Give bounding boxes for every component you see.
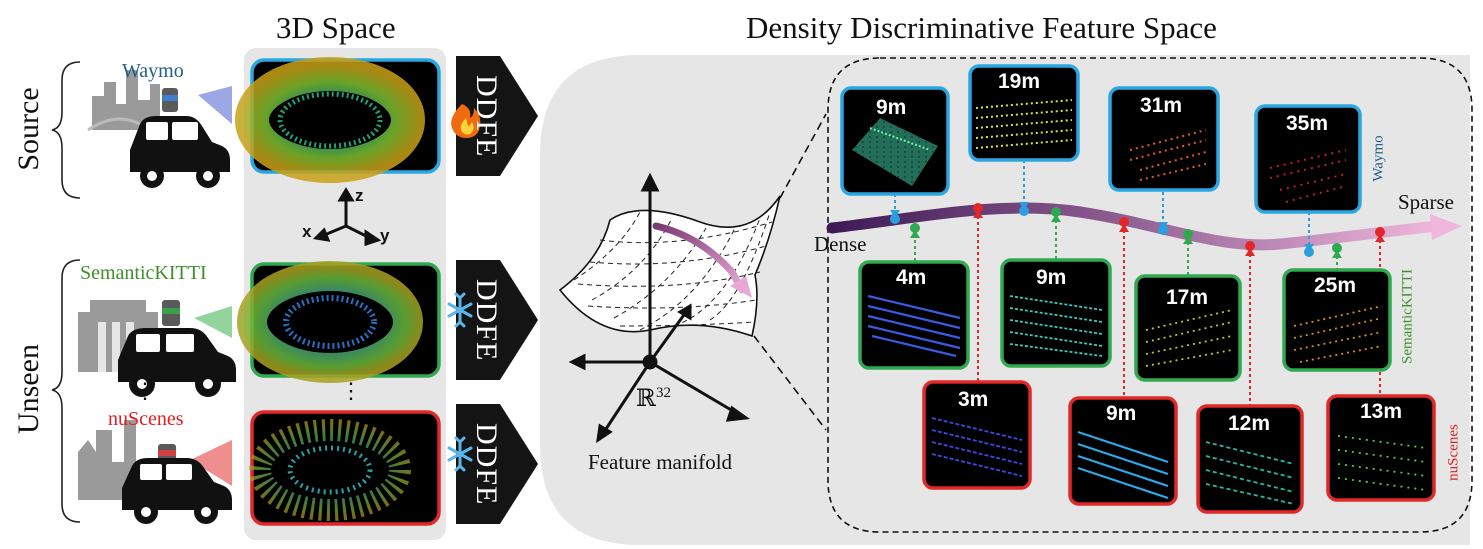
nuscenes-tile-label: 9m (1106, 402, 1137, 425)
nuscenes-tile-label: 13m (1360, 400, 1403, 423)
kitti-tile-label: 4m (896, 266, 927, 289)
semantickitti-side-label: SemanticKITTI (1399, 269, 1416, 364)
snowflake-icon (447, 292, 473, 328)
manifold-axes (568, 172, 751, 444)
waymo-connectors (894, 160, 1310, 248)
feature-manifold-caption: Feature manifold (588, 450, 733, 474)
nuscenes-tile-label: 12m (1228, 412, 1271, 435)
semantickitti-crop-tile (1134, 274, 1242, 382)
unseen-brace (51, 259, 81, 523)
ddfe-label-nuscenes: DDFE (470, 423, 503, 506)
nuscenes-crop-tile (1326, 394, 1436, 502)
ddfe-arrow-source (456, 56, 538, 176)
kitti-tile-label: 25m (1314, 274, 1357, 297)
waymo-tile-label: 31m (1140, 94, 1183, 117)
scan-ellipsis: ⋮ (340, 378, 362, 403)
nuscenes-crop-tile (922, 380, 1032, 490)
waymo-tile-label: 19m (998, 70, 1041, 93)
density-curve-arrowhead (1430, 214, 1462, 240)
semantickitti-car-icon (78, 300, 236, 397)
semantickitti-crop-tile (858, 260, 970, 370)
kitti-tile-label: 17m (1166, 286, 1209, 309)
waymo-tile-label: 9m (876, 96, 907, 119)
waymo-tile-label: 35m (1286, 112, 1329, 135)
semantickitti-crop-tile (1000, 258, 1112, 368)
axis-x-label: x (302, 222, 312, 241)
nuscenes-connector-points (973, 203, 1385, 256)
waymo-crop-tile (968, 64, 1080, 162)
nuscenes-label: nuScenes (108, 408, 184, 430)
feature-space-symbol: ℝ32 (636, 385, 671, 412)
nuscenes-car-icon (78, 420, 232, 524)
semantickitti-label: SemanticKITTI (80, 262, 207, 284)
waymo-scan-tile (235, 57, 441, 183)
sparse-label: Sparse (1398, 190, 1454, 214)
zoom-line-top (779, 113, 827, 199)
feature-space-title: Density Discriminative Feature Space (746, 10, 1217, 45)
dense-label: Dense (814, 232, 867, 256)
source-brace (51, 61, 81, 199)
nuscenes-tile-label: 3m (958, 388, 989, 411)
manifold-trajectory-arrow (652, 222, 746, 294)
snowflake-icon (447, 436, 473, 472)
ddfe-label-source: DDFE (470, 75, 503, 158)
axis-y-label: y (380, 226, 390, 245)
ddfe-label-kitti: DDFE (470, 279, 503, 362)
waymo-connector-points (890, 202, 1314, 257)
manifold-trajectory-arrowhead (730, 276, 752, 298)
nuscenes-crop-tile (1068, 396, 1178, 506)
space-3d-title: 3D Space (276, 10, 396, 45)
semantickitti-crop-tile (1282, 268, 1392, 372)
kitti-connector-points (910, 207, 1342, 258)
waymo-label: Waymo (122, 60, 184, 82)
axes-3d-icon (312, 187, 382, 247)
nuscenes-crop-tile (1196, 404, 1304, 514)
semantickitti-scan-tile (237, 261, 441, 383)
unseen-group-label: Unseen (12, 344, 45, 434)
waymo-crop-tile (840, 86, 950, 196)
dataset-ellipsis: ⋮ (134, 378, 156, 403)
kitti-tile-label: 9m (1036, 266, 1067, 289)
waymo-crop-tile (1108, 86, 1220, 192)
waymo-side-label: Waymo (1370, 135, 1387, 182)
ddfe-arrow-nuscenes (456, 404, 538, 524)
fire-icon (451, 104, 481, 138)
source-group-label: Source (12, 87, 45, 171)
waymo-car-icon (87, 70, 232, 188)
zoom-box (827, 57, 1473, 533)
waymo-crop-tile (1254, 104, 1362, 214)
ddfe-arrow-kitti (456, 260, 538, 380)
axis-z-label: z (355, 186, 364, 205)
zoom-line-bottom (753, 335, 827, 431)
nuscenes-scan-tile (249, 410, 441, 526)
nuscenes-side-label: nuScenes (1445, 424, 1462, 481)
